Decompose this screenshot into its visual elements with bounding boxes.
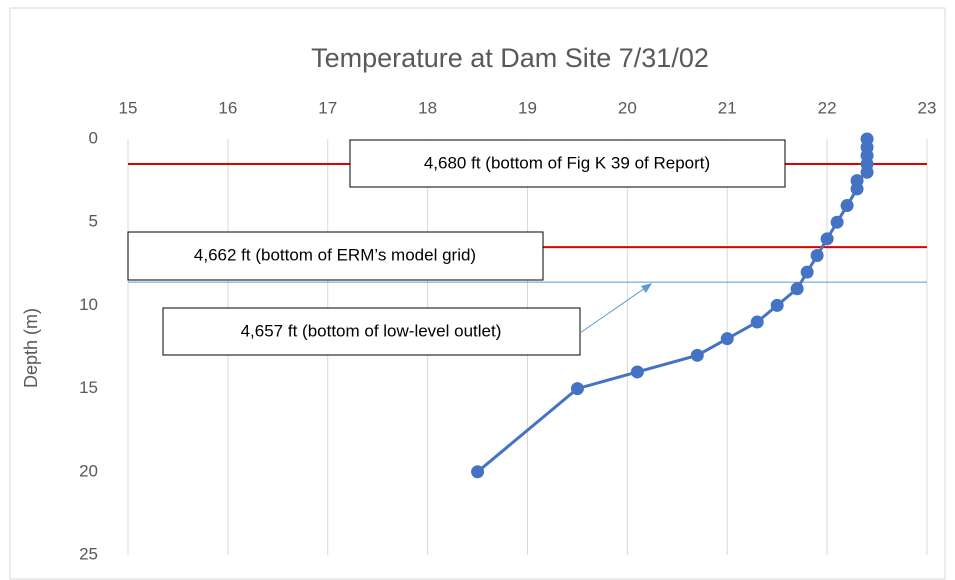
data-point xyxy=(570,382,584,396)
chart-border xyxy=(9,7,946,580)
data-point xyxy=(690,348,704,362)
data-point xyxy=(770,298,784,312)
annotation: 4,662 ft (bottom of ERM’s model grid) xyxy=(127,231,544,281)
data-point xyxy=(810,248,824,262)
annotation-box xyxy=(127,231,544,281)
arrow xyxy=(579,283,652,334)
x-tick-label: 23 xyxy=(918,98,937,117)
y-tick-label: 20 xyxy=(79,461,98,480)
data-point xyxy=(720,332,734,346)
y-tick-label: 10 xyxy=(79,295,98,314)
x-tick-label: 21 xyxy=(718,98,737,117)
y-tick-label: 0 xyxy=(89,128,98,147)
data-point xyxy=(750,315,764,329)
data-point xyxy=(820,232,834,246)
y-tick-label: 25 xyxy=(79,544,98,563)
annotation-text: 4,680 ft (bottom of Fig K 39 of Report) xyxy=(424,153,710,172)
annotation-text: 4,662 ft (bottom of ERM’s model grid) xyxy=(194,245,476,264)
data-point xyxy=(471,465,485,479)
data-point xyxy=(630,365,644,379)
data-point xyxy=(800,265,814,279)
x-tick-label: 17 xyxy=(318,98,337,117)
y-tick-label: 15 xyxy=(79,378,98,397)
x-tick-label: 19 xyxy=(518,98,537,117)
data-point xyxy=(830,215,844,229)
annotation-box xyxy=(162,307,581,356)
x-tick-label: 15 xyxy=(119,98,138,117)
x-tick-label: 18 xyxy=(418,98,437,117)
chart-title: Temperature at Dam Site 7/31/02 xyxy=(311,43,709,73)
y-tick-label: 5 xyxy=(89,212,98,231)
data-point xyxy=(850,182,864,196)
annotation: 4,680 ft (bottom of Fig K 39 of Report) xyxy=(349,139,786,188)
x-tick-label: 16 xyxy=(218,98,237,117)
annotation-box xyxy=(349,139,786,188)
annotation: 4,657 ft (bottom of low-level outlet) xyxy=(162,307,581,356)
annotation-text: 4,657 ft (bottom of low-level outlet) xyxy=(241,321,502,340)
y-axis-label: Depth (m) xyxy=(21,308,41,388)
x-tick-label: 20 xyxy=(618,98,637,117)
arrow-line xyxy=(579,285,649,334)
arrow-head xyxy=(641,283,652,293)
data-point xyxy=(790,282,804,296)
x-tick-label: 22 xyxy=(818,98,837,117)
data-point xyxy=(840,199,854,213)
data-point xyxy=(860,165,874,179)
